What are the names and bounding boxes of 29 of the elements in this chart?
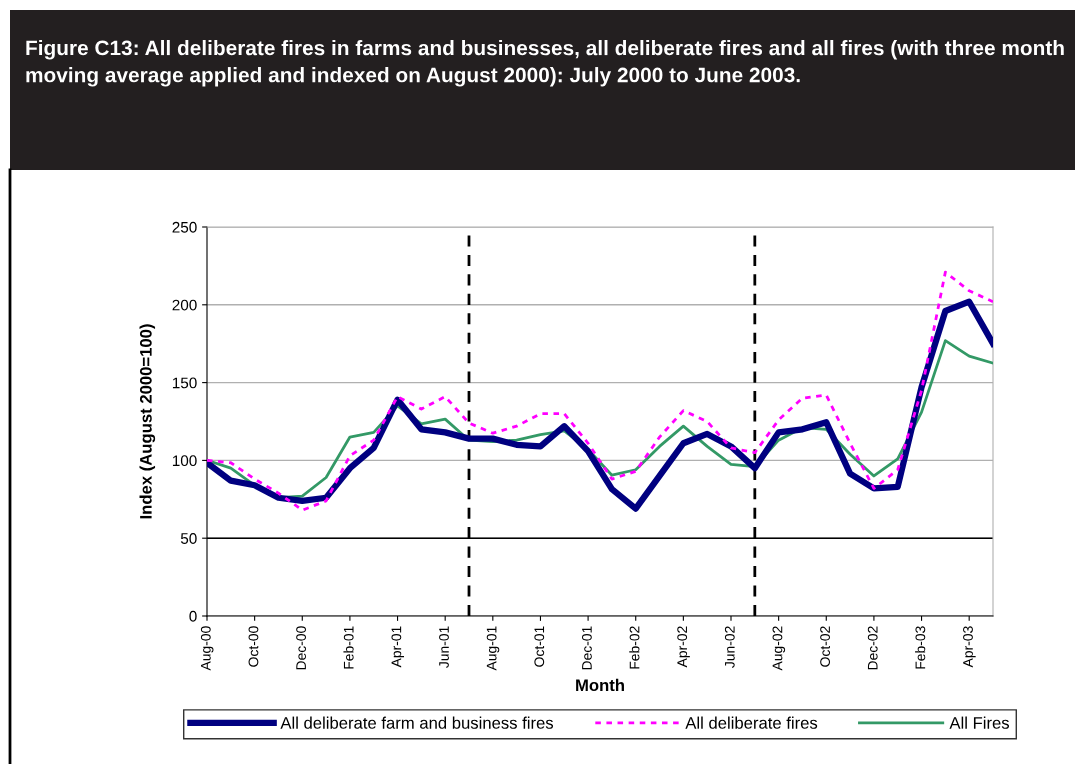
x-tick-label: Jun-02 [724, 626, 735, 668]
legend-label: All deliberate farm and business fires [280, 716, 554, 729]
x-tick-label: Feb-02 [629, 626, 640, 669]
y-axis-title: Index (August 2000=100) [139, 324, 156, 519]
legend-label: All deliberate fires [685, 716, 818, 729]
legend-label: All Fires [949, 716, 1010, 729]
x-tick-label: Feb-03 [915, 626, 926, 669]
x-tick-label: Dec-02 [867, 626, 878, 670]
x-tick-label: Oct-02 [820, 626, 830, 667]
y-tick-label: 0 [189, 610, 197, 622]
x-tick-label: Aug-01 [486, 626, 500, 671]
x-tick-label: Apr-02 [677, 626, 690, 668]
x-tick-label: Feb-01 [343, 626, 354, 669]
x-tick-label: Apr-01 [391, 626, 405, 668]
y-tick-label: 50 [180, 533, 197, 544]
x-tick-label: Dec-00 [296, 626, 306, 670]
x-tick-label: Dec-01 [581, 626, 592, 670]
chart-title: Figure C13: All deliberate fires in farms and businesses, all deliberate fires and all fires (with three month moving average applied and indexed on August 2000): July 2000 to June 2003. [26, 40, 1064, 87]
x-tick-label: Aug-00 [200, 626, 214, 671]
x-tick-label: Apr-03 [963, 626, 976, 668]
x-tick-label: Oct-00 [248, 626, 259, 667]
x-tick-label: Aug-02 [772, 626, 786, 671]
y-tick-label: 250 [172, 221, 197, 233]
y-tick-label: 150 [172, 377, 197, 389]
x-tick-label: Jun-01 [439, 626, 449, 668]
x-tick-label: Oct-01 [534, 626, 545, 667]
y-tick-label: 100 [172, 455, 197, 467]
x-axis-title: Month [576, 678, 624, 692]
y-tick-label: 200 [172, 299, 197, 311]
